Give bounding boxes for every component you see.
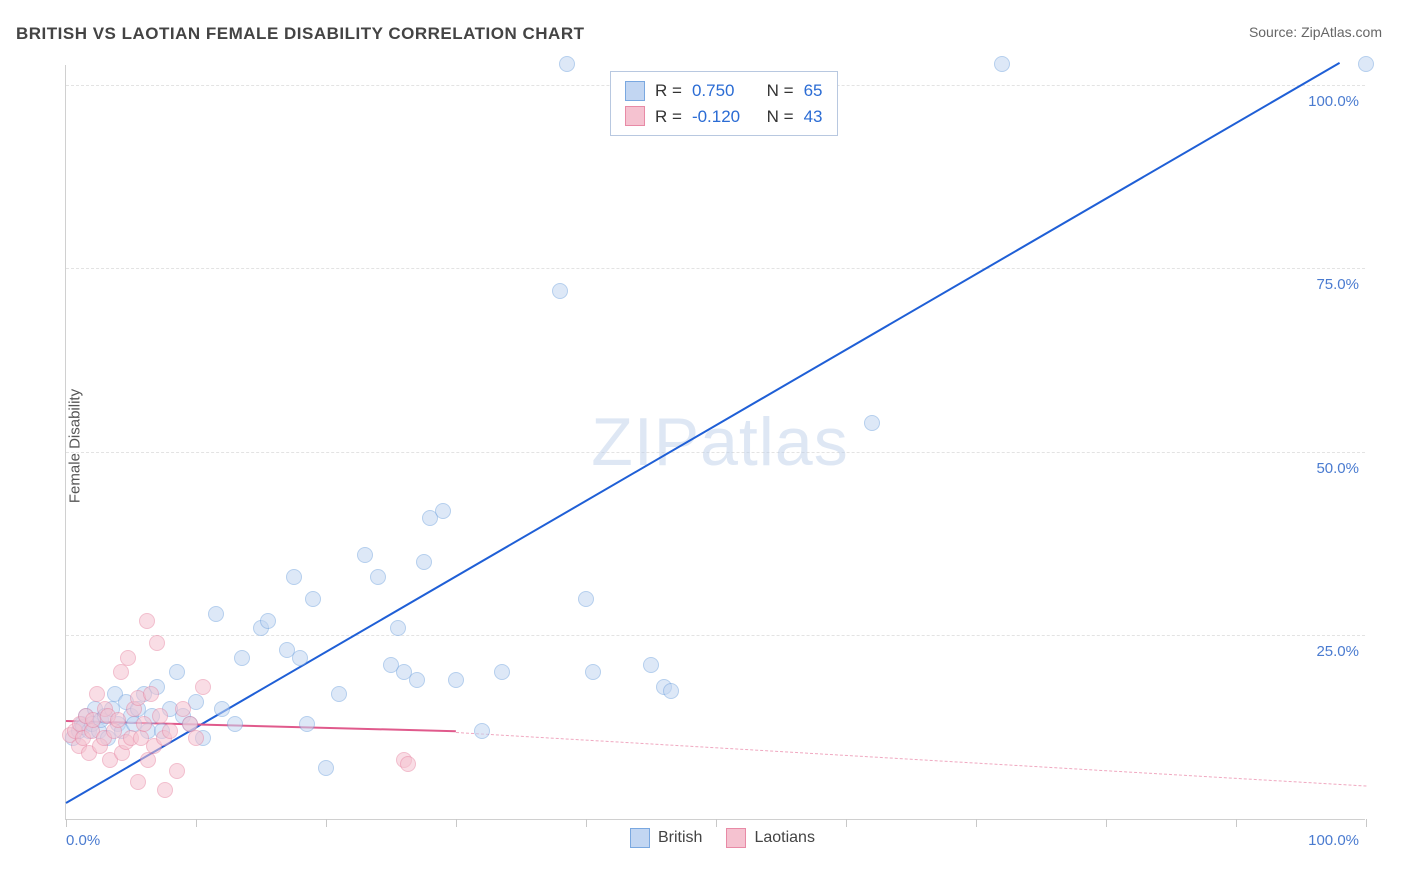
legend-swatch: [630, 828, 650, 848]
data-point: [370, 569, 386, 585]
legend-swatch: [625, 106, 645, 126]
data-point: [994, 56, 1010, 72]
data-point: [286, 569, 302, 585]
trend-line: [65, 62, 1340, 804]
data-point: [110, 712, 126, 728]
chart-title: BRITISH VS LAOTIAN FEMALE DISABILITY COR…: [16, 24, 584, 44]
data-point: [409, 672, 425, 688]
stat-r-value: -0.120: [692, 104, 752, 130]
data-point: [169, 664, 185, 680]
data-point: [182, 716, 198, 732]
data-point: [152, 708, 168, 724]
x-tick: [976, 819, 977, 827]
stat-n-value: 43: [804, 104, 823, 130]
y-tick-label: 100.0%: [1308, 93, 1359, 110]
x-tick: [66, 819, 67, 827]
stat-n-value: 65: [804, 78, 823, 104]
legend-item: Laotians: [726, 828, 815, 848]
data-point: [299, 716, 315, 732]
plot-area: 25.0%50.0%75.0%100.0%0.0%100.0%: [65, 65, 1365, 820]
gridline: [66, 268, 1365, 269]
correlation-stats-box: R = 0.750 N = 65 R = -0.120 N = 43: [610, 71, 838, 136]
data-point: [1358, 56, 1374, 72]
data-point: [318, 760, 334, 776]
y-tick-label: 75.0%: [1316, 276, 1359, 293]
data-point: [195, 679, 211, 695]
data-point: [214, 701, 230, 717]
x-tick: [456, 819, 457, 827]
data-point: [120, 650, 136, 666]
data-point: [663, 683, 679, 699]
data-point: [390, 620, 406, 636]
data-point: [416, 554, 432, 570]
stat-r-value: 0.750: [692, 78, 752, 104]
stat-n-label: N =: [762, 78, 794, 104]
data-point: [139, 613, 155, 629]
x-tick: [586, 819, 587, 827]
stat-r-label: R =: [655, 104, 682, 130]
data-point: [136, 716, 152, 732]
data-point: [260, 613, 276, 629]
stats-row: R = 0.750 N = 65: [625, 78, 823, 104]
x-tick: [1236, 819, 1237, 827]
data-point: [448, 672, 464, 688]
series-legend: British Laotians: [630, 828, 815, 848]
legend-label: Laotians: [754, 829, 815, 847]
source-label: Source:: [1249, 24, 1297, 40]
y-tick-label: 25.0%: [1316, 643, 1359, 660]
data-point: [149, 635, 165, 651]
x-tick: [716, 819, 717, 827]
data-point: [89, 686, 105, 702]
legend-item: British: [630, 828, 702, 848]
data-point: [143, 686, 159, 702]
y-tick-label: 50.0%: [1316, 460, 1359, 477]
data-point: [234, 650, 250, 666]
data-point: [227, 716, 243, 732]
data-point: [435, 503, 451, 519]
data-point: [157, 782, 173, 798]
data-point: [305, 591, 321, 607]
stat-n-label: N =: [762, 104, 794, 130]
data-point: [864, 415, 880, 431]
x-tick: [196, 819, 197, 827]
source-attribution: Source: ZipAtlas.com: [1249, 24, 1382, 40]
data-point: [169, 763, 185, 779]
data-point: [331, 686, 347, 702]
data-point: [474, 723, 490, 739]
chart-container: ZIPatlas 25.0%50.0%75.0%100.0%0.0%100.0%…: [55, 55, 1385, 845]
data-point: [578, 591, 594, 607]
data-point: [175, 701, 191, 717]
legend-swatch: [625, 81, 645, 101]
gridline: [66, 452, 1365, 453]
data-point: [585, 664, 601, 680]
data-point: [208, 606, 224, 622]
data-point: [559, 56, 575, 72]
data-point: [140, 752, 156, 768]
x-tick-label: 100.0%: [1308, 832, 1359, 849]
x-tick: [1106, 819, 1107, 827]
data-point: [494, 664, 510, 680]
data-point: [113, 664, 129, 680]
x-tick-label: 0.0%: [66, 832, 100, 849]
stats-row: R = -0.120 N = 43: [625, 104, 823, 130]
data-point: [357, 547, 373, 563]
trend-line: [456, 732, 1366, 787]
data-point: [292, 650, 308, 666]
data-point: [188, 730, 204, 746]
x-tick: [1366, 819, 1367, 827]
data-point: [162, 723, 178, 739]
x-tick: [326, 819, 327, 827]
x-tick: [846, 819, 847, 827]
stat-r-label: R =: [655, 78, 682, 104]
source-value: ZipAtlas.com: [1301, 24, 1382, 40]
data-point: [130, 774, 146, 790]
legend-swatch: [726, 828, 746, 848]
data-point: [643, 657, 659, 673]
data-point: [552, 283, 568, 299]
legend-label: British: [658, 829, 702, 847]
data-point: [400, 756, 416, 772]
